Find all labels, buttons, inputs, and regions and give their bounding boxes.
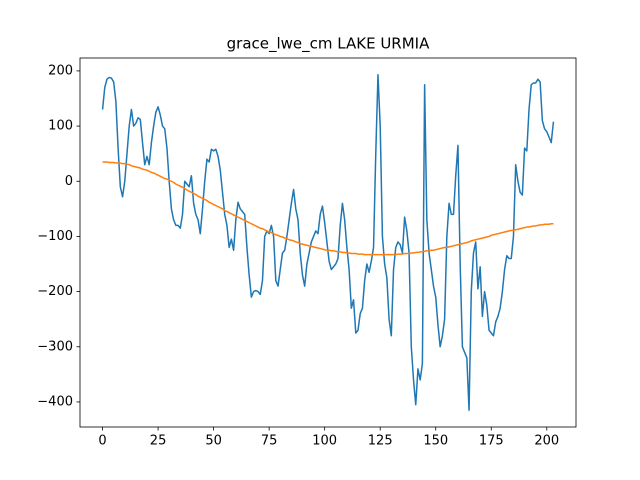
- y-tick-label: −300: [37, 339, 73, 354]
- y-tick-label: 0: [65, 174, 73, 189]
- y-tick-label: −400: [37, 394, 73, 409]
- series-line: [102, 161, 554, 256]
- x-tick-label: 75: [261, 434, 278, 449]
- chart-title: grace_lwe_cm LAKE URMIA: [227, 35, 430, 54]
- x-tick-label: 100: [312, 434, 337, 449]
- y-tick-label: 100: [48, 119, 73, 134]
- x-tick-label: 50: [205, 434, 222, 449]
- x-tick-label: 25: [150, 434, 167, 449]
- y-tick-label: 200: [48, 63, 73, 78]
- y-tick-label: −100: [37, 229, 73, 244]
- x-tick-label: 175: [479, 434, 504, 449]
- series-line: [101, 74, 555, 411]
- x-tick-label: 0: [98, 434, 106, 449]
- y-tick-label: −200: [37, 284, 73, 299]
- x-tick-label: 200: [534, 434, 559, 449]
- x-tick-label: 150: [423, 434, 448, 449]
- x-tick-label: 125: [368, 434, 393, 449]
- plot-frame: [79, 57, 577, 428]
